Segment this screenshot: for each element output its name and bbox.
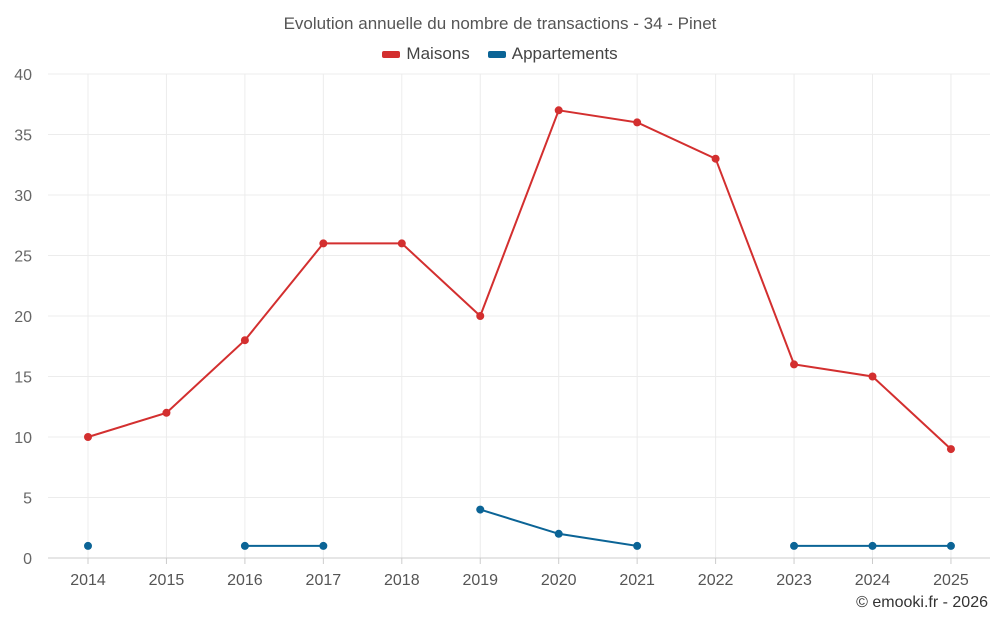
x-tick-label: 2018	[384, 572, 420, 589]
legend-swatch-appartements	[487, 50, 506, 58]
data-point-maisons-2024	[868, 372, 877, 381]
legend-label-maisons: Maisons	[406, 44, 470, 63]
legend-item-maisons[interactable]: Maisons	[382, 44, 470, 64]
credit-text: © emooki.fr - 2026	[856, 594, 988, 611]
data-point-maisons-2023	[790, 360, 799, 369]
x-tick-label: 2024	[855, 572, 891, 589]
y-tick-label: 30	[14, 188, 32, 205]
data-point-appartements-2024	[868, 541, 877, 550]
data-point-appartements-2025	[946, 541, 955, 550]
y-tick-label: 5	[23, 491, 32, 508]
x-tick-label: 2022	[698, 572, 734, 589]
legend: Maisons Appartements	[0, 44, 1000, 64]
series-line-maisons	[87, 109, 952, 450]
data-point-maisons-2017	[319, 239, 328, 248]
data-point-appartements-2020	[554, 529, 563, 538]
y-tick-label: 40	[14, 67, 32, 84]
data-point-maisons-2021	[633, 118, 642, 127]
data-point-maisons-2022	[711, 154, 720, 163]
y-tick-label: 20	[14, 309, 32, 326]
data-point-maisons-2015	[162, 408, 171, 417]
y-tick-label: 0	[23, 551, 32, 568]
data-point-appartements-2014	[84, 541, 92, 550]
y-tick-label: 35	[14, 128, 32, 145]
x-tick-label: 2016	[227, 572, 263, 589]
data-point-maisons-2020	[554, 106, 563, 115]
data-point-maisons-2014	[84, 433, 92, 441]
x-tick-label: 2021	[619, 572, 655, 589]
data-point-maisons-2018	[397, 239, 406, 248]
data-point-maisons-2019	[476, 312, 485, 320]
x-tick-label: 2017	[306, 572, 342, 589]
y-tick-label: 25	[14, 249, 32, 266]
data-point-appartements-2017	[319, 541, 328, 550]
y-tick-label: 10	[14, 430, 32, 447]
data-point-appartements-2016	[240, 541, 249, 550]
legend-label-appartements: Appartements	[511, 44, 618, 63]
data-point-maisons-2016	[240, 336, 249, 345]
data-point-appartements-2023	[790, 541, 799, 550]
x-tick-label: 2020	[541, 572, 577, 589]
data-point-appartements-2019	[476, 505, 485, 514]
x-tick-label: 2015	[149, 572, 185, 589]
legend-item-appartements[interactable]: Appartements	[487, 44, 618, 64]
x-tick-label: 2019	[462, 572, 498, 589]
legend-swatch-maisons	[382, 50, 401, 58]
x-tick-label: 2025	[933, 572, 969, 589]
chart-title: Evolution annuelle du nombre de transact…	[283, 14, 717, 33]
x-tick-label: 2014	[70, 572, 106, 589]
y-tick-label: 15	[14, 370, 32, 387]
data-point-appartements-2021	[633, 541, 642, 550]
x-tick-label: 2023	[776, 572, 812, 589]
data-point-maisons-2025	[946, 445, 955, 454]
